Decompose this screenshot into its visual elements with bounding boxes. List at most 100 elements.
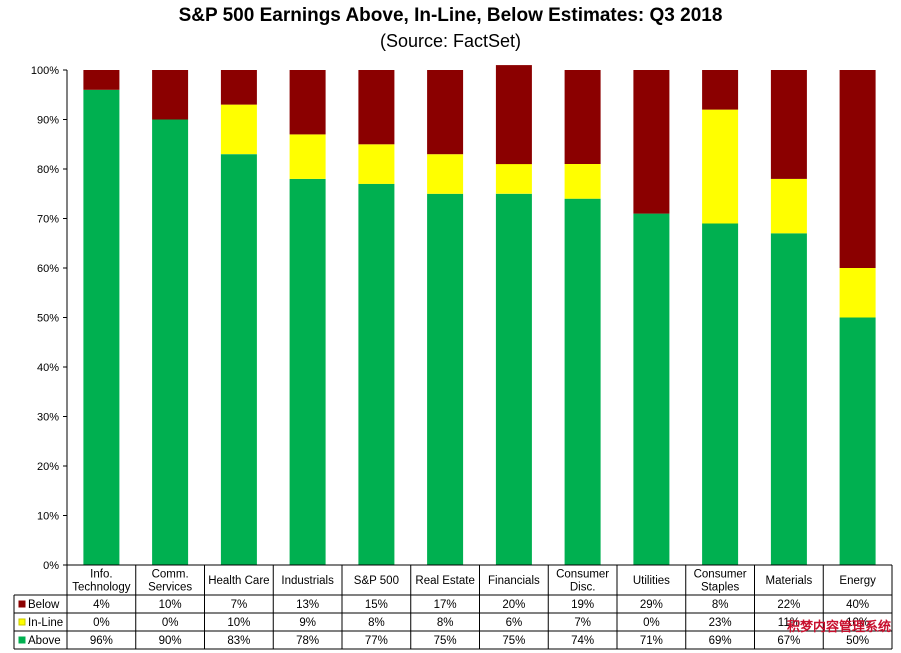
data-label-below: 13% bbox=[296, 599, 319, 611]
data-label-below: 19% bbox=[571, 599, 594, 611]
data-label-below: 17% bbox=[434, 599, 457, 611]
data-label-below: 20% bbox=[502, 599, 525, 611]
data-label-below: 15% bbox=[365, 599, 388, 611]
bar-above-11 bbox=[839, 317, 876, 565]
data-label-in-line: 0% bbox=[643, 617, 660, 629]
x-category-label: Energy bbox=[839, 575, 876, 587]
data-label-above: 78% bbox=[296, 635, 319, 647]
bar-below-0 bbox=[83, 70, 120, 90]
y-tick-label: 70% bbox=[37, 214, 59, 226]
x-category-label: Info. bbox=[90, 569, 112, 581]
bar-below-2 bbox=[220, 70, 257, 105]
bar-above-9 bbox=[702, 223, 739, 565]
bar-above-6 bbox=[495, 193, 532, 566]
y-tick-label: 100% bbox=[31, 65, 59, 77]
data-label-above: 75% bbox=[502, 635, 525, 647]
data-label-below: 40% bbox=[846, 599, 869, 611]
bar-in-line-11 bbox=[839, 268, 876, 318]
bar-in-line-10 bbox=[770, 178, 807, 234]
data-label-in-line: 0% bbox=[93, 617, 110, 629]
x-category-label: Comm. bbox=[152, 569, 189, 581]
bar-above-0 bbox=[83, 89, 120, 566]
data-label-above: 67% bbox=[777, 635, 800, 647]
legend-label-below: Below bbox=[28, 599, 60, 611]
bar-in-line-4 bbox=[358, 144, 395, 184]
bar-below-10 bbox=[770, 70, 807, 179]
bar-above-10 bbox=[770, 233, 807, 566]
bar-in-line-5 bbox=[427, 154, 464, 194]
data-label-below: 29% bbox=[640, 599, 663, 611]
bar-below-3 bbox=[289, 70, 326, 135]
y-tick-label: 80% bbox=[37, 164, 59, 176]
bar-in-line-9 bbox=[702, 109, 739, 224]
data-label-above: 77% bbox=[365, 635, 388, 647]
data-label-in-line: 7% bbox=[574, 617, 591, 629]
x-category-label: Consumer bbox=[556, 569, 609, 581]
bar-in-line-6 bbox=[495, 164, 532, 194]
x-category-label: Financials bbox=[488, 575, 540, 587]
bar-above-3 bbox=[289, 178, 326, 565]
x-category-label: Services bbox=[148, 582, 192, 594]
x-category-label: Consumer bbox=[694, 569, 747, 581]
legend-label-in-line: In-Line bbox=[28, 617, 63, 629]
bar-below-8 bbox=[633, 70, 670, 214]
data-label-above: 90% bbox=[159, 635, 182, 647]
x-category-label: Staples bbox=[701, 582, 740, 594]
bar-above-2 bbox=[220, 154, 257, 565]
data-label-below: 22% bbox=[777, 599, 800, 611]
x-category-label: Disc. bbox=[570, 582, 596, 594]
data-label-below: 7% bbox=[231, 599, 248, 611]
data-label-above: 71% bbox=[640, 635, 663, 647]
data-label-in-line: 6% bbox=[506, 617, 523, 629]
data-label-above: 83% bbox=[227, 635, 250, 647]
bar-in-line-2 bbox=[220, 104, 257, 155]
data-label-in-line: 8% bbox=[437, 617, 454, 629]
bar-in-line-3 bbox=[289, 134, 326, 179]
x-category-label: Utilities bbox=[633, 575, 670, 587]
data-label-below: 10% bbox=[159, 599, 182, 611]
chart-subtitle: (Source: FactSet) bbox=[379, 31, 522, 51]
bar-above-8 bbox=[633, 213, 670, 565]
x-category-label: Industrials bbox=[281, 575, 334, 587]
data-label-above: 74% bbox=[571, 635, 594, 647]
bar-below-4 bbox=[358, 70, 395, 145]
data-label-in-line: 8% bbox=[368, 617, 385, 629]
data-label-in-line: 9% bbox=[299, 617, 316, 629]
y-tick-label: 40% bbox=[37, 362, 59, 374]
data-label-in-line: 10% bbox=[227, 617, 250, 629]
y-tick-label: 50% bbox=[37, 313, 59, 325]
y-tick-label: 90% bbox=[37, 115, 59, 127]
bar-below-1 bbox=[152, 70, 189, 120]
data-label-in-line: 0% bbox=[162, 617, 179, 629]
bar-below-11 bbox=[839, 70, 876, 268]
y-tick-label: 30% bbox=[37, 412, 59, 424]
legend-key-above bbox=[18, 636, 26, 644]
y-tick-label: 10% bbox=[37, 511, 59, 523]
bar-above-7 bbox=[564, 198, 601, 565]
x-category-label: Health Care bbox=[208, 575, 269, 587]
y-tick-label: 60% bbox=[37, 263, 59, 275]
x-category-label: Technology bbox=[72, 582, 130, 594]
legend-key-in-line bbox=[18, 618, 26, 626]
bar-in-line-7 bbox=[564, 164, 601, 199]
bar-below-9 bbox=[702, 70, 739, 110]
y-tick-label: 20% bbox=[37, 461, 59, 473]
legend-label-above: Above bbox=[28, 635, 61, 647]
bar-below-7 bbox=[564, 70, 601, 164]
data-label-in-line: 11% bbox=[778, 617, 800, 629]
data-label-above: 69% bbox=[709, 635, 732, 647]
x-category-label: Materials bbox=[766, 575, 813, 587]
y-tick-label: 0% bbox=[43, 560, 59, 572]
data-label-below: 8% bbox=[712, 599, 729, 611]
data-label-above: 75% bbox=[434, 635, 457, 647]
bar-below-5 bbox=[427, 70, 464, 155]
data-label-in-line: 23% bbox=[709, 617, 732, 629]
legend-key-below bbox=[18, 600, 26, 608]
x-category-label: S&P 500 bbox=[354, 575, 399, 587]
chart-title: S&P 500 Earnings Above, In-Line, Below E… bbox=[178, 5, 723, 26]
bar-above-5 bbox=[427, 193, 464, 566]
data-label-below: 4% bbox=[93, 599, 110, 611]
x-category-label: Real Estate bbox=[415, 575, 474, 587]
watermark-text: 积梦内容管理系统 bbox=[786, 620, 891, 635]
